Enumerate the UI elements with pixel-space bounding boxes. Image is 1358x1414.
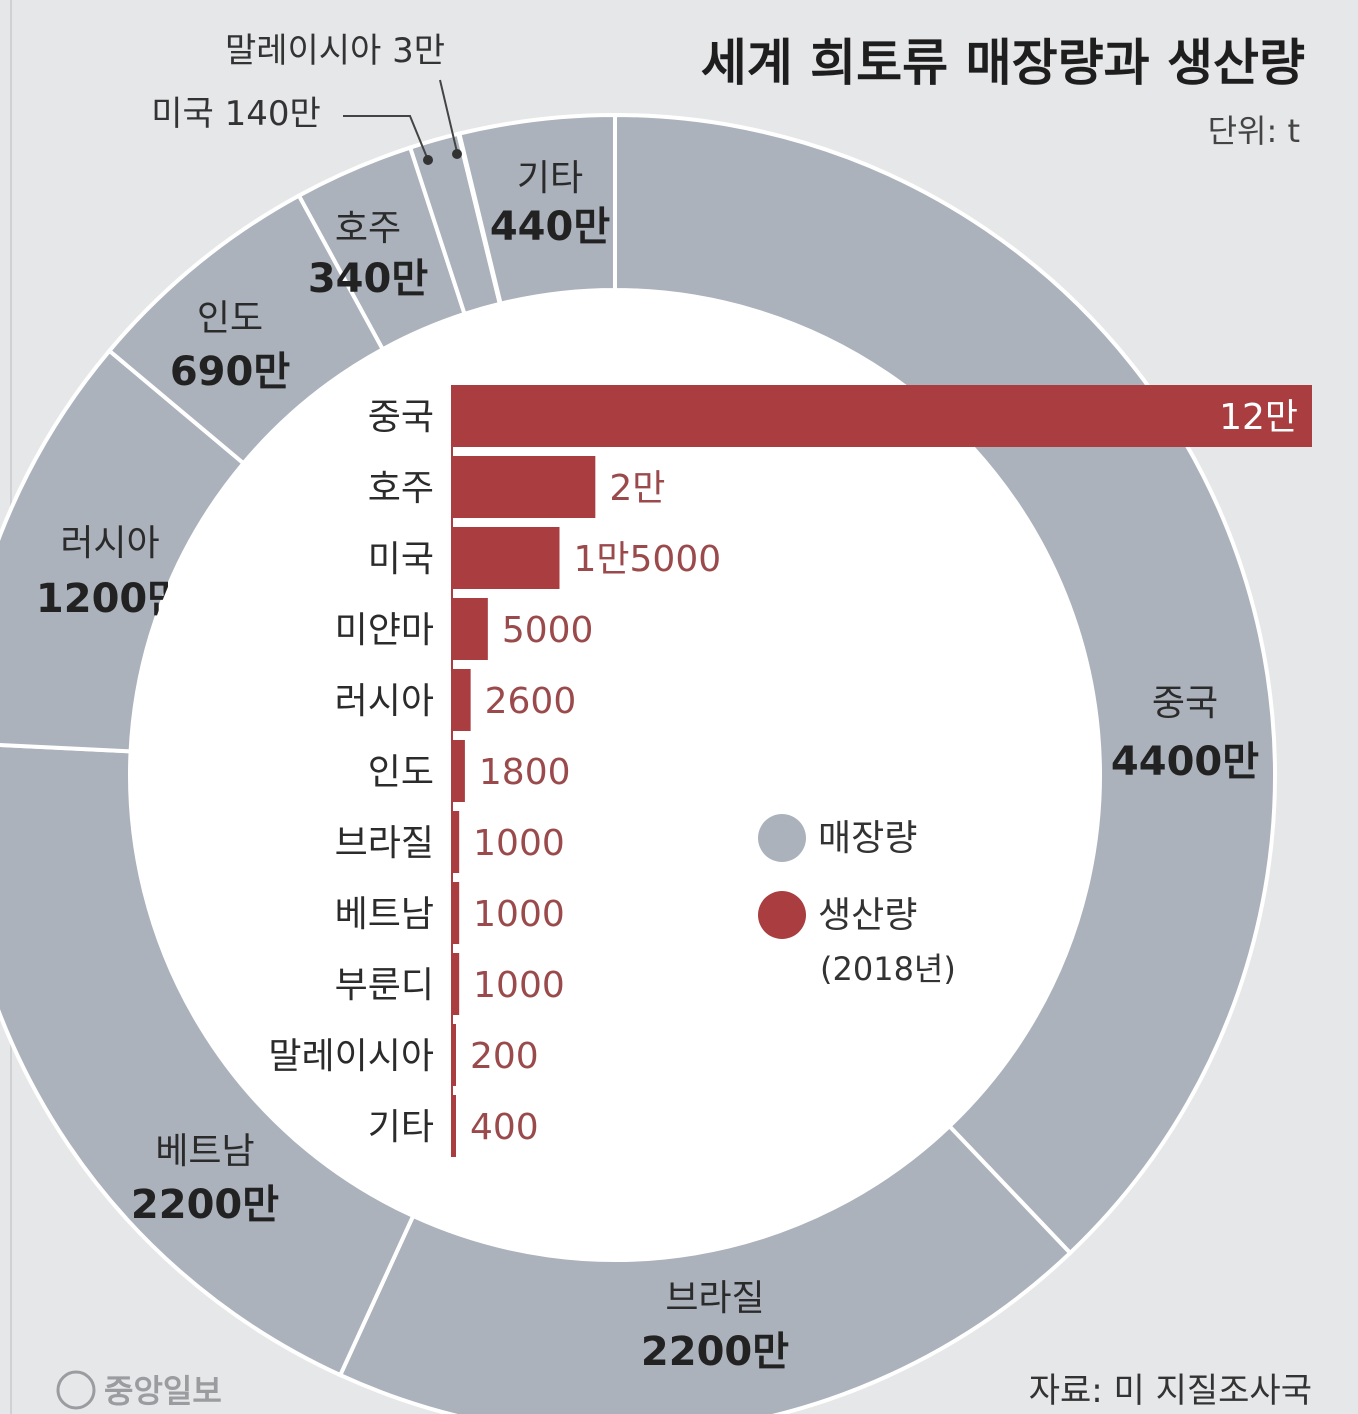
donut-slice-value: 340만 xyxy=(308,256,428,302)
donut-slice-label: 러시아 xyxy=(60,523,159,564)
legend-reserve-swatch xyxy=(758,814,806,862)
callout-malaysia-label: 말레이시아 3만 xyxy=(225,31,445,71)
unit-label: 단위: t xyxy=(1208,112,1300,150)
bar-value-label: 12만 xyxy=(1219,397,1298,438)
legend-production-year: (2018년) xyxy=(820,950,956,988)
bar-value-label: 1000 xyxy=(473,894,565,935)
donut-slice-value: 440만 xyxy=(490,204,610,250)
callout-usa-dot xyxy=(423,155,433,165)
bar-category-label: 베트남 xyxy=(335,894,434,935)
legend-reserve-label: 매장량 xyxy=(818,818,917,859)
bar-value-label: 1800 xyxy=(479,752,571,793)
donut-slice-label: 호주 xyxy=(335,208,401,249)
bar-value-label: 200 xyxy=(470,1036,539,1077)
bar-4 xyxy=(452,669,471,731)
donut-slice-value: 690만 xyxy=(170,349,290,395)
bar-value-label: 2600 xyxy=(485,681,577,722)
donut-slice-label: 브라질 xyxy=(665,1278,764,1319)
bar-category-label: 부룬디 xyxy=(335,965,434,1006)
donut-slice-label: 베트남 xyxy=(155,1131,254,1172)
bar-category-label: 말레이시아 xyxy=(268,1036,434,1077)
bar-value-label: 1000 xyxy=(473,965,565,1006)
legend-production-label: 생산량 xyxy=(818,895,917,936)
bar-7 xyxy=(452,882,460,944)
bar-10 xyxy=(452,1095,456,1157)
bar-value-label: 2만 xyxy=(609,468,665,509)
bar-category-label: 호주 xyxy=(368,468,434,509)
donut-hole xyxy=(130,290,1100,1260)
bar-1 xyxy=(452,456,596,518)
bar-value-label: 5000 xyxy=(502,610,594,651)
bar-category-label: 러시아 xyxy=(335,681,434,722)
callout-usa-leader xyxy=(343,115,429,161)
bar-2 xyxy=(452,527,560,589)
bar-8 xyxy=(452,953,460,1015)
donut-slice-label: 인도 xyxy=(197,298,263,339)
callout-usa-label: 미국 140만 xyxy=(151,94,321,134)
bar-category-label: 인도 xyxy=(368,752,434,793)
bar-category-label: 브라질 xyxy=(335,823,434,864)
bar-5 xyxy=(452,740,465,802)
logo-icon xyxy=(56,1370,96,1410)
source-label: 자료: 미 지질조사국 xyxy=(1029,1371,1312,1411)
chart-title: 세계 희토류 매장량과 생산량 xyxy=(701,34,1305,92)
bar-category-label: 미얀마 xyxy=(335,610,434,651)
logo-text: 중앙일보 xyxy=(104,1372,222,1410)
bar-category-label: 미국 xyxy=(368,539,434,580)
bar-0 xyxy=(452,385,1312,447)
bar-value-label: 400 xyxy=(470,1107,539,1148)
bar-value-label: 1만5000 xyxy=(574,539,722,580)
donut-slice-value: 2200만 xyxy=(131,1182,279,1228)
donut-slice-label: 기타 xyxy=(517,158,583,199)
callout-malaysia-leader xyxy=(439,79,458,153)
bar-9 xyxy=(452,1024,456,1086)
bar-category-label: 기타 xyxy=(368,1107,434,1148)
bar-6 xyxy=(452,811,460,873)
bar-3 xyxy=(452,598,488,660)
callout-malaysia-dot xyxy=(452,149,462,159)
legend-production-swatch xyxy=(758,891,806,939)
donut-slice-value: 2200만 xyxy=(641,1329,789,1375)
donut-slice-value: 4400만 xyxy=(1111,739,1259,785)
bar-category-label: 중국 xyxy=(368,397,434,438)
donut-slice-label: 중국 xyxy=(1152,683,1218,724)
bar-value-label: 1000 xyxy=(473,823,565,864)
